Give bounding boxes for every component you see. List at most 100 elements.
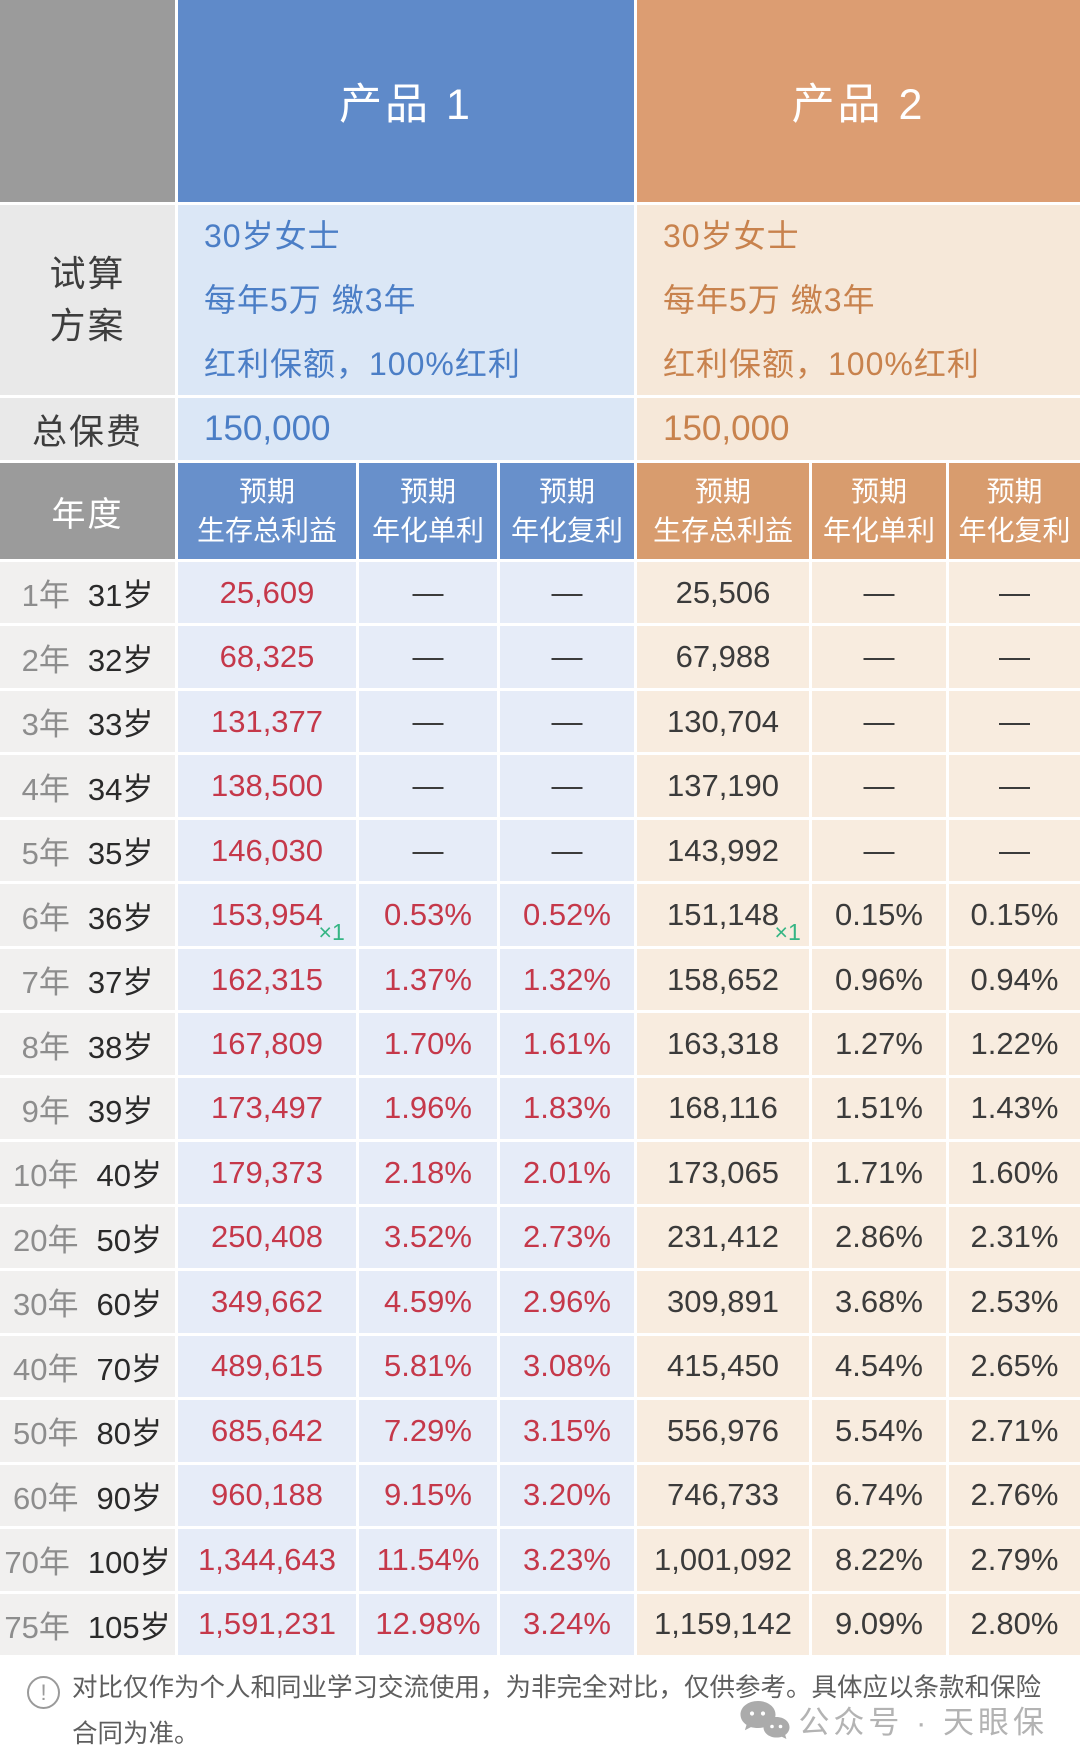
p2-compound-cell: 2.53% [949, 1271, 1080, 1333]
p2-benefit-cell: 309,891 [637, 1271, 809, 1333]
multiplier-note: ×1 [318, 919, 345, 946]
p1-simple-cell: — [359, 690, 497, 753]
col-header-line: 预期 [538, 476, 595, 507]
col-header-line: 预期 [694, 476, 751, 507]
age: 32岁 [87, 642, 154, 678]
comparison-table: 产品 1 产品 2 试算 方案 30岁女士 每年5万 缴3年 红利保额，100%… [0, 0, 1080, 1655]
p1-compound-cell: — [500, 562, 634, 624]
p2-compound-cell: 1.60% [949, 1142, 1080, 1204]
p2-benefit-cell: 746,733 [637, 1464, 809, 1527]
policy-year: 75年 [4, 1609, 70, 1645]
p1-benefit-cell: 489,615 [178, 1335, 356, 1398]
p2-simple-cell: — [812, 626, 946, 688]
p2-benefit-cell: 173,065 [637, 1142, 809, 1204]
policy-year: 9年 [21, 1093, 70, 1129]
p1-simple-cell: 3.52% [359, 1206, 497, 1269]
p1-benefit-cell: 685,642 [178, 1400, 356, 1462]
year-cell: 8年 38岁 [0, 1013, 175, 1075]
p1-simple-cell: 4.59% [359, 1271, 497, 1333]
p1-compound-cell: 2.01% [500, 1142, 634, 1204]
col-header-line: 年化单利 [371, 515, 484, 546]
year-cell: 10年 40岁 [0, 1142, 175, 1204]
p1-compound-cell: 1.83% [500, 1077, 634, 1140]
product2-premium-cell: 150,000 [637, 398, 1080, 460]
p2-simple-cell: 6.74% [812, 1464, 946, 1527]
p1-simple-cell: 0.53% [359, 884, 497, 946]
p2-benefit-cell: 556,976 [637, 1400, 809, 1462]
p1-benefit-cell: 138,500 [178, 755, 356, 817]
p2-compound-cell: 2.71% [949, 1400, 1080, 1462]
year-cell: 3年 33岁 [0, 690, 175, 753]
p1-benefit-cell: 349,662 [178, 1271, 356, 1333]
exclamation-circle-icon: ! [27, 1676, 60, 1709]
policy-year: 6年 [21, 900, 70, 936]
p2-benefit-cell: 67,988 [637, 626, 809, 688]
p2-benefit-cell: 158,652 [637, 948, 809, 1011]
col-header-line: 生存总利益 [652, 515, 793, 546]
p2-col-header-simple: 预期 年化单利 [812, 463, 946, 559]
policy-year: 60年 [13, 1480, 79, 1516]
age: 34岁 [87, 771, 154, 807]
policy-year: 7年 [21, 965, 70, 1001]
policy-year: 4年 [21, 771, 70, 807]
p2-simple-cell: — [812, 819, 946, 882]
p2-simple-cell: 4.54% [812, 1335, 946, 1398]
age: 50岁 [96, 1222, 162, 1258]
p2-compound-cell: 1.22% [949, 1013, 1080, 1075]
year-cell: 30年 60岁 [0, 1271, 175, 1333]
policy-year: 1年 [21, 578, 70, 614]
p2-benefit-cell: 151,148 ×1 [637, 884, 809, 946]
policy-year: 70年 [4, 1545, 70, 1581]
p1-compound-cell: — [500, 690, 634, 753]
p2-benefit-cell: 415,450 [637, 1335, 809, 1398]
p2-benefit-cell: 168,116 [637, 1077, 809, 1140]
p1-benefit-cell: 25,609 [178, 562, 356, 624]
p2-compound-cell: — [949, 819, 1080, 882]
p2-benefit-cell: 130,704 [637, 690, 809, 753]
plan-label-line1: 试算 [49, 253, 126, 294]
year-cell: 70年 100岁 [0, 1529, 175, 1591]
p2-compound-cell: 0.15% [949, 884, 1080, 946]
p2-benefit-cell: 1,001,092 [637, 1529, 809, 1591]
year-cell: 50年 80岁 [0, 1400, 175, 1462]
p2-compound-cell: — [949, 626, 1080, 688]
year-cell: 6年 36岁 [0, 884, 175, 946]
p2-compound-cell: 2.65% [949, 1335, 1080, 1398]
p1-benefit-cell: 153,954 ×1 [178, 884, 356, 946]
age: 60岁 [96, 1287, 162, 1323]
year-cell: 60年 90岁 [0, 1464, 175, 1527]
p1-compound-cell: 1.61% [500, 1013, 634, 1075]
product2-plan-line3: 红利保额，100%红利 [663, 346, 980, 382]
p2-simple-cell: 2.86% [812, 1206, 946, 1269]
product1-premium-cell: 150,000 [178, 398, 634, 460]
p1-benefit-cell: 173,497 [178, 1077, 356, 1140]
p2-simple-cell: — [812, 690, 946, 753]
age: 70岁 [96, 1351, 162, 1387]
watermark-text: 公众号 · 天眼保 [798, 1705, 1048, 1740]
policy-year: 3年 [21, 707, 70, 743]
policy-year: 2年 [21, 642, 70, 678]
p1-compound-cell: 3.20% [500, 1464, 634, 1527]
p1-compound-cell: 2.96% [500, 1271, 634, 1333]
p2-simple-cell: 3.68% [812, 1271, 946, 1333]
col-header-line: 预期 [850, 476, 907, 507]
disclaimer-text: 对比仅作为个人和同业学习交流使用，为非完全对比，仅供参考。具体应以条款和保险合同… [72, 1674, 1042, 1748]
p1-simple-cell: 1.96% [359, 1077, 497, 1140]
year-cell: 2年 32岁 [0, 626, 175, 688]
p2-benefit-cell: 1,159,142 [637, 1593, 809, 1655]
policy-year: 30年 [13, 1287, 79, 1323]
p1-simple-cell: 11.54% [359, 1529, 497, 1591]
p2-compound-cell: 2.80% [949, 1593, 1080, 1655]
p2-simple-cell: 8.22% [812, 1529, 946, 1591]
p2-benefit-cell: 25,506 [637, 562, 809, 624]
p2-compound-cell: 0.94% [949, 948, 1080, 1011]
p1-compound-cell: — [500, 755, 634, 817]
p1-benefit-cell: 167,809 [178, 1013, 356, 1075]
year-cell: 1年 31岁 [0, 562, 175, 624]
p2-compound-cell: 2.76% [949, 1464, 1080, 1527]
p2-simple-cell: — [812, 755, 946, 817]
p1-compound-cell: 0.52% [500, 884, 634, 946]
p2-compound-cell: 2.79% [949, 1529, 1080, 1591]
year-column-header: 年度 [0, 463, 175, 559]
p2-compound-cell: 2.31% [949, 1206, 1080, 1269]
